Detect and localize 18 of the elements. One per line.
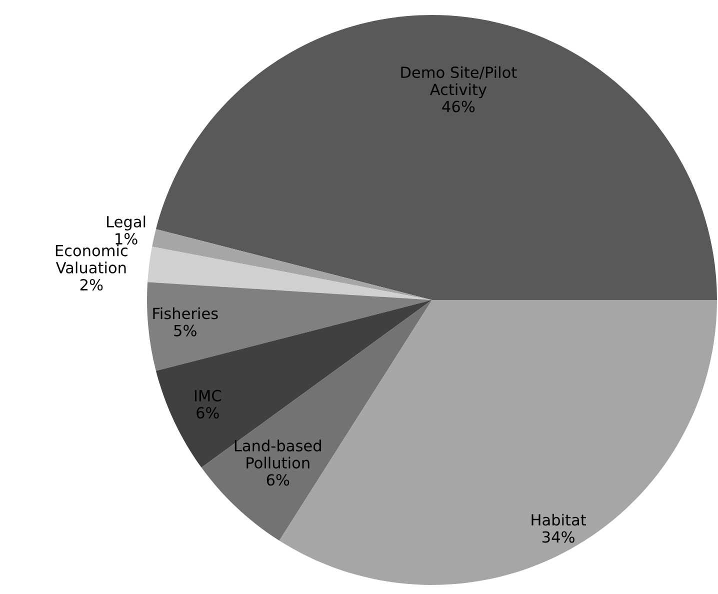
data-label: 46% xyxy=(442,100,475,112)
slice-label: Fisheries xyxy=(153,307,218,320)
slice-label: Land-based Pollution xyxy=(234,440,321,469)
data-label: 5% xyxy=(174,324,196,336)
pie-slice xyxy=(148,246,432,300)
pie-slice xyxy=(156,15,717,300)
data-label: 6% xyxy=(266,474,290,486)
data-label: 2% xyxy=(80,278,103,291)
slice-label: Demo Site/Pilot Activity xyxy=(401,66,517,98)
slice-label: Habitat xyxy=(532,514,586,526)
slice-label: Economic Valuation xyxy=(56,244,128,274)
pie-slice xyxy=(152,229,432,300)
slice-label: IMC xyxy=(194,390,221,402)
pie-slice xyxy=(147,282,432,371)
data-label: 1% xyxy=(116,233,138,245)
data-label: 34% xyxy=(542,531,574,543)
data-label: 6% xyxy=(196,407,219,419)
slice-label: Legal xyxy=(107,216,146,230)
